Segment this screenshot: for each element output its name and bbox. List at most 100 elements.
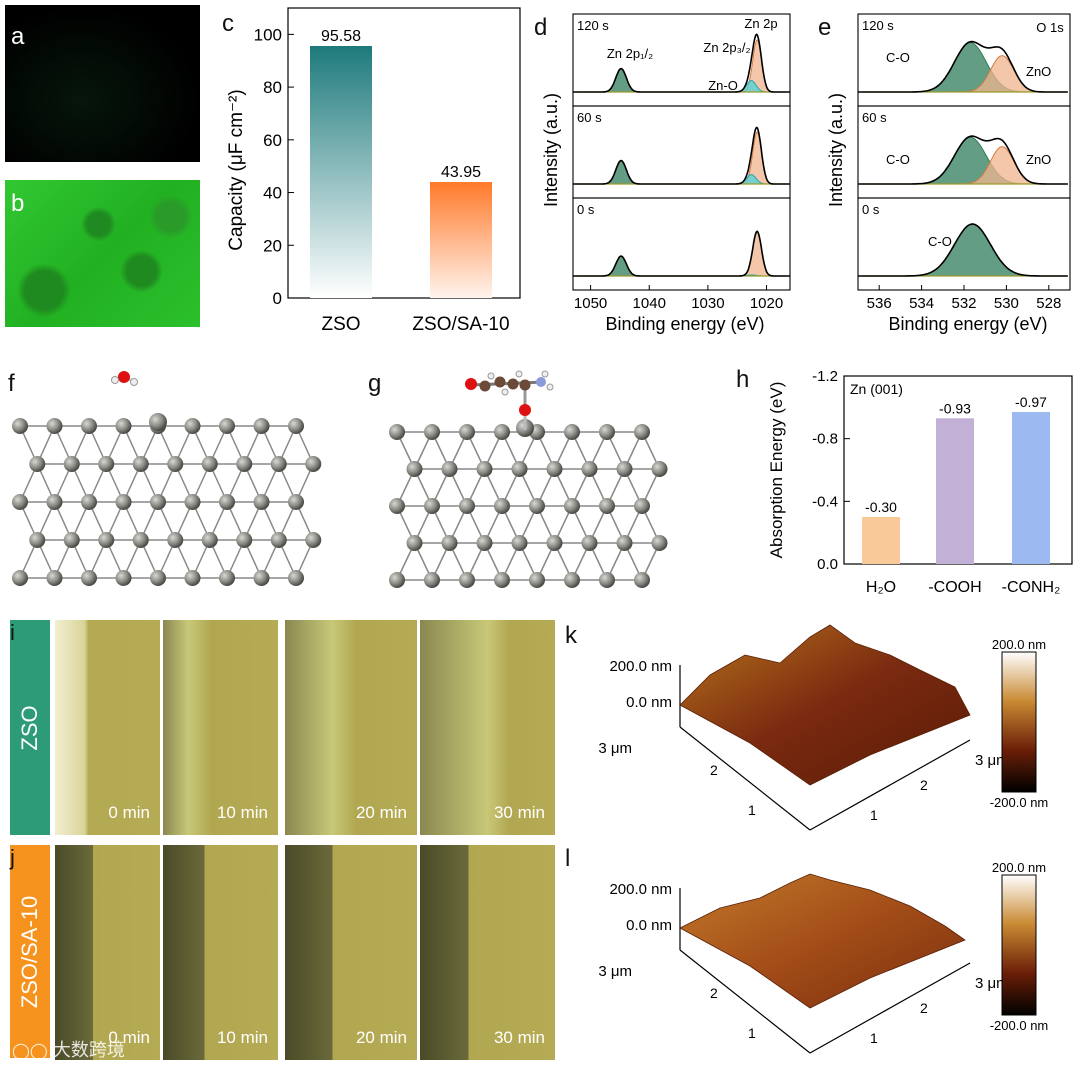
d-time-label: 120 s <box>577 18 609 33</box>
zn-atom <box>651 535 668 551</box>
absorption-ylabel: Absorption Energy (eV) <box>767 382 786 559</box>
zn-atom <box>46 494 63 510</box>
zn-atom <box>476 461 493 477</box>
e-envelope <box>858 40 1068 93</box>
panel-k-label: k <box>565 622 577 649</box>
absorption-bar <box>862 517 900 564</box>
d-peak-label: Zn 2p₁/₂ <box>607 46 653 61</box>
afm-y-end-label: 3 μm <box>975 975 1009 992</box>
afm-colorbar-top-label: 200.0 nm <box>992 860 1046 875</box>
zn-atom <box>581 535 598 551</box>
afm-z-mid-label: 0.0 nm <box>626 917 672 934</box>
zn-atom <box>441 535 458 551</box>
afm-colorbar-bottom-label: -200.0 nm <box>990 1018 1049 1033</box>
panel-a-label: a <box>11 23 25 50</box>
zn-atom <box>305 532 322 548</box>
panel-j-label: j <box>10 845 15 870</box>
zn-atom <box>150 570 166 586</box>
time-label: 0 min <box>108 803 150 822</box>
e-time-label: 120 s <box>862 18 894 33</box>
capacity-bar-cap <box>430 182 492 186</box>
zn-atom <box>46 570 63 586</box>
e-peak-label: O 1s <box>1036 20 1064 35</box>
absorption-ytick-label: -1.2 <box>812 368 838 385</box>
panel-e-label: e <box>818 14 832 41</box>
zn-atom <box>201 456 218 472</box>
zn-atom <box>167 456 184 472</box>
zn-atom <box>494 572 510 588</box>
zn-atom <box>270 456 287 472</box>
zn-atom <box>81 494 97 510</box>
zn-atom <box>494 424 510 440</box>
afm-y-end-label: 3 μm <box>975 752 1009 769</box>
zn-atom <box>634 498 650 514</box>
afm-x-tick: 2 <box>710 985 718 1001</box>
e-time-label: 60 s <box>862 110 887 125</box>
zn-atom <box>12 570 28 586</box>
capacity-category-label: ZSO/SA-10 <box>412 314 509 335</box>
sa-molecule <box>465 370 554 430</box>
afm-x-axis <box>679 726 811 831</box>
zso-sample-label: ZSO <box>17 704 42 751</box>
afm-surface <box>679 624 971 786</box>
zn-atom <box>236 532 253 548</box>
d-envelope <box>573 126 790 185</box>
afm-colorbar-top-label: 200.0 nm <box>992 637 1046 652</box>
afm-x-end-label: 3 μm <box>598 740 632 757</box>
zso-micrograph: 30 min <box>420 620 555 835</box>
zn-atom <box>253 570 270 586</box>
watermark-text: 大数跨境 <box>52 1040 125 1060</box>
capacity-ylabel: Capacity (μF cm⁻²) <box>226 89 247 250</box>
afm-zso: 200.0 nm 0.0 nm 3 μm 2 1 1 2 3 μm 200.0 nm -200.0… <box>598 624 1048 831</box>
zn-atom <box>98 456 115 472</box>
zn-atom <box>81 418 97 434</box>
absorption-ytick-label: -0.4 <box>812 493 838 510</box>
zn-atom <box>184 418 201 434</box>
e-envelope <box>858 135 1068 185</box>
zn-atom <box>389 572 405 588</box>
panel-b-label: b <box>11 190 25 217</box>
zn-atom <box>46 418 63 434</box>
zn-atom <box>424 572 440 588</box>
afm-x-end-label: 3 μm <box>598 963 632 980</box>
zn-adsorption-atom <box>149 413 167 431</box>
d-xtick-label: 1050 <box>574 295 607 312</box>
panel-a-image: a <box>5 5 200 162</box>
zn-atom <box>132 532 149 548</box>
e-peak-label: C-O <box>886 152 910 167</box>
zn-atom <box>441 461 458 477</box>
panel-g-label: g <box>368 370 382 397</box>
zn-atom <box>115 418 132 434</box>
panel-i-label: i <box>10 620 15 645</box>
zn-atom <box>288 418 304 434</box>
zn-atom <box>546 461 563 477</box>
d-time-label: 0 s <box>577 202 595 217</box>
panel-d-label: d <box>534 14 548 41</box>
panel-c-label: c <box>222 10 234 37</box>
zn-atom <box>406 535 423 551</box>
afm-x-tick: 1 <box>748 802 756 818</box>
d-xtick-label: 1040 <box>633 295 666 312</box>
d-peak-label: Zn 2p₃/₂ <box>703 40 750 55</box>
zso-micrograph: 10 min <box>163 620 278 835</box>
zn-atom <box>389 424 405 440</box>
absorption-value-label: -0.97 <box>1015 394 1047 410</box>
absorption-energy-chart: Absorption Energy (eV) Zn (001) 0.0 -0.4 -… <box>767 368 1073 596</box>
absorption-category-label: H₂O <box>866 579 896 596</box>
afm-colorbar <box>1001 651 1037 793</box>
zn-atom <box>599 424 615 440</box>
e-component-peak <box>900 223 1045 277</box>
zn-atom <box>81 570 97 586</box>
zn-atom <box>29 456 46 472</box>
time-label: 10 min <box>216 1028 268 1047</box>
d-envelope <box>573 33 790 93</box>
d-envelope <box>573 230 790 277</box>
zn-atom <box>219 418 235 434</box>
o1s-xlabel: Binding energy (eV) <box>888 314 1047 334</box>
d-xtick-label: 1020 <box>750 295 783 312</box>
capacity-category-label: ZSO <box>321 314 360 335</box>
zso-sa-micrograph: 0 min <box>55 845 160 1060</box>
afm-z-top-label: 200.0 nm <box>609 658 672 675</box>
time-label: 20 min <box>355 1028 407 1047</box>
zn-atom <box>406 461 423 477</box>
